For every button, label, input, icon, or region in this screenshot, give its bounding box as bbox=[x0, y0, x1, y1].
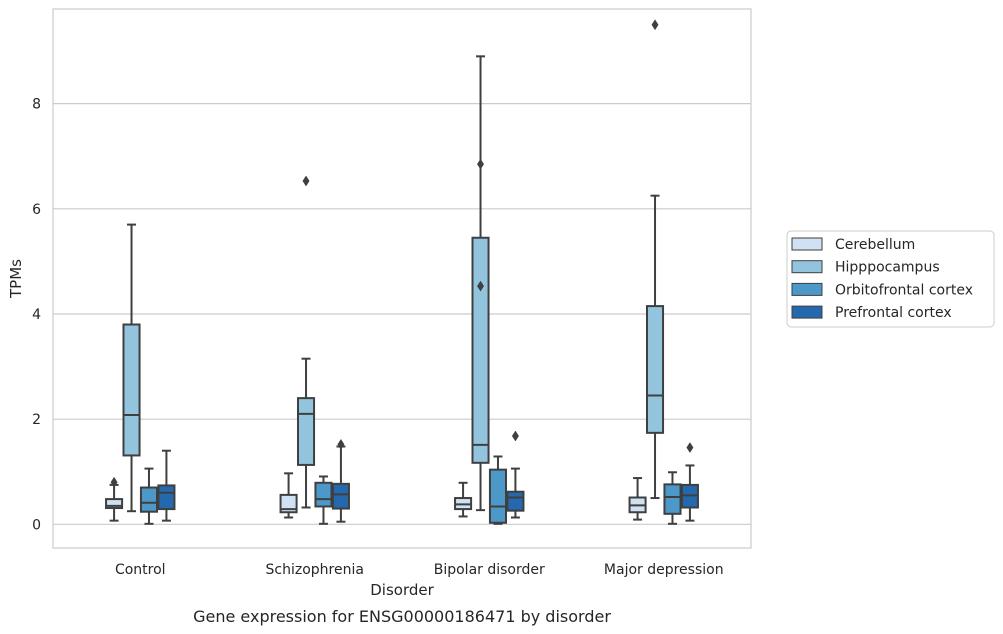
box-3-1 bbox=[331, 438, 350, 523]
outlier-point bbox=[110, 476, 118, 488]
outlier-point bbox=[511, 430, 519, 442]
plot-frame bbox=[52, 8, 752, 549]
box-1-1 bbox=[296, 175, 316, 509]
box-0-0 bbox=[105, 476, 124, 522]
box-2-0 bbox=[139, 467, 159, 525]
y-axis-ticks: 0 2 4 6 8 bbox=[32, 97, 41, 534]
box-2-3 bbox=[663, 471, 682, 525]
box-iqr bbox=[645, 305, 665, 434]
box-3-3 bbox=[680, 442, 699, 522]
box-1-0 bbox=[122, 223, 141, 513]
box-plot-series bbox=[105, 19, 699, 525]
outlier-point bbox=[302, 175, 310, 187]
box-1-3 bbox=[645, 19, 665, 500]
box-iqr bbox=[139, 486, 159, 513]
box-iqr bbox=[663, 483, 682, 515]
x-axis-ticks: Control Schizophrenia Bipolar disorder Majo… bbox=[115, 562, 724, 578]
box-2-1 bbox=[314, 475, 333, 525]
box-0-1 bbox=[279, 472, 298, 519]
outlier-point bbox=[337, 438, 345, 450]
legend-swatch bbox=[791, 260, 823, 274]
outlier-point bbox=[686, 442, 694, 454]
box-iqr bbox=[105, 498, 124, 510]
legend-swatch bbox=[791, 305, 823, 319]
legend-label: Prefrontal cortex bbox=[835, 305, 952, 321]
x-tick-label: Major depression bbox=[604, 562, 724, 578]
y-tick-label: 2 bbox=[32, 412, 41, 428]
legend: Cerebellum Hipppocampus Orbitofrontal cort… bbox=[786, 230, 995, 328]
x-tick-label: Schizophrenia bbox=[266, 562, 364, 578]
legend-swatch bbox=[791, 282, 823, 296]
box-iqr bbox=[122, 323, 141, 457]
box-iqr bbox=[471, 236, 490, 464]
box-iqr bbox=[331, 482, 350, 510]
y-tick-label: 6 bbox=[32, 202, 41, 218]
box-iqr bbox=[488, 468, 508, 524]
box-iqr bbox=[314, 481, 333, 508]
legend-label: Hipppocampus bbox=[835, 260, 940, 276]
box-3-0 bbox=[157, 449, 176, 522]
y-tick-label: 4 bbox=[32, 307, 41, 323]
legend-frame bbox=[786, 230, 995, 328]
legend-swatch bbox=[791, 237, 823, 251]
box-0-2 bbox=[454, 481, 473, 518]
y-tick-label: 8 bbox=[32, 97, 41, 113]
y-axis-label: TPMs bbox=[7, 259, 25, 299]
outlier-point bbox=[477, 280, 485, 292]
box-2-2 bbox=[488, 455, 508, 525]
box-0-3 bbox=[628, 477, 647, 521]
legend-label: Orbitofrontal cortex bbox=[835, 282, 973, 298]
box-iqr bbox=[506, 490, 525, 512]
outlier-point bbox=[651, 19, 659, 31]
legend-label: Cerebellum bbox=[835, 237, 915, 253]
grid-lines bbox=[53, 103, 751, 525]
y-tick-label: 0 bbox=[32, 517, 41, 533]
x-axis-label: Disorder bbox=[370, 581, 434, 599]
box-3-2 bbox=[506, 430, 525, 519]
outlier-point bbox=[477, 158, 485, 170]
x-tick-label: Control bbox=[115, 562, 166, 578]
chart-caption: Gene expression for ENSG00000186471 by d… bbox=[193, 607, 611, 626]
box-iqr bbox=[296, 397, 316, 466]
x-tick-label: Bipolar disorder bbox=[434, 562, 545, 578]
box-iqr bbox=[279, 493, 298, 514]
box-1-2 bbox=[471, 55, 490, 512]
box-iqr bbox=[157, 484, 176, 511]
